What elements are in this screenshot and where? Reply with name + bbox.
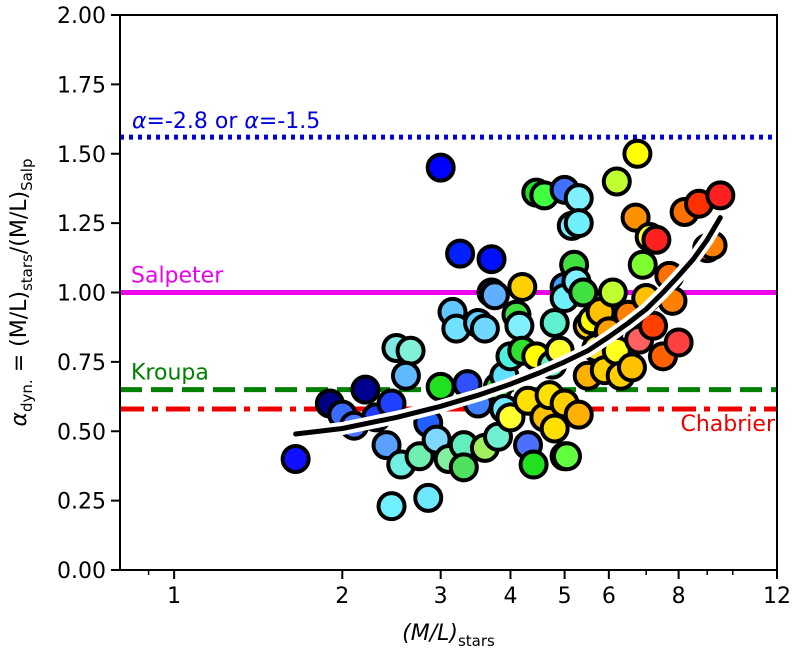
reference-labels: α=-2.8 or α=-1.5 Salpeter Kroupa Chabrier (131, 109, 776, 437)
data-point-33 (479, 280, 510, 311)
data-point-39 (495, 402, 526, 433)
data-point-41 (504, 310, 535, 341)
data-point-68 (568, 277, 599, 308)
data-point-31 (476, 244, 507, 275)
data-point-18 (425, 152, 456, 183)
x-tick-label: 8 (672, 584, 686, 609)
data-point-65 (563, 183, 594, 214)
reference-label--2-8-or-1-5: α=-2.8 or α=-1.5 (132, 109, 320, 134)
data-point-1 (280, 444, 311, 474)
data-point-66 (563, 208, 594, 239)
y-tick-label: 0.25 (57, 490, 106, 515)
data-point-7 (371, 430, 402, 461)
data-point-76 (597, 277, 628, 308)
data-point-61 (552, 441, 583, 472)
data-point-4 (350, 374, 381, 405)
data-point-53 (539, 308, 570, 339)
x-tick-label: 12 (763, 584, 791, 609)
data-point-83 (622, 138, 653, 169)
data-point-67 (563, 399, 594, 430)
y-tick-label: 0.00 (57, 559, 106, 584)
y-tick-label: 1.25 (57, 212, 106, 237)
data-point-29 (469, 313, 500, 344)
data-points (280, 138, 736, 522)
x-tick-label: 6 (602, 584, 616, 609)
y-tick-label: 1.50 (57, 143, 106, 168)
data-point-19 (425, 371, 456, 402)
data-point-78 (601, 166, 632, 197)
data-point-98 (705, 180, 736, 211)
data-point-9 (395, 335, 426, 366)
x-tick-label: 4 (503, 584, 517, 609)
fit-curve (293, 215, 723, 437)
data-point-88 (638, 310, 669, 341)
y-tick-label: 0.75 (57, 351, 106, 376)
y-tick-label: 0.50 (57, 420, 106, 445)
data-point-54 (539, 413, 570, 444)
data-point-93 (663, 327, 694, 358)
data-point-42 (507, 271, 538, 302)
data-point-23 (445, 238, 476, 269)
data-point-26 (448, 452, 479, 483)
data-point-10 (390, 360, 421, 391)
reference-label-kroupa: Kroupa (131, 361, 209, 386)
x-tick-label: 1 (167, 584, 181, 609)
y-tick-label: 1.75 (57, 73, 106, 98)
reference-label-salpeter: Salpeter (131, 264, 224, 289)
axis-ticks: 1 2 3 4 5 6 8 120.000.250.500.751.001.251.501.7… (57, 4, 791, 609)
x-axis-label: (M/L)stars (402, 621, 495, 650)
x-tick-label: 5 (558, 584, 572, 609)
data-point-46 (518, 449, 549, 480)
x-tick-label: 3 (434, 584, 448, 609)
y-tick-label: 1.00 (57, 282, 106, 307)
data-point-13 (376, 491, 407, 522)
data-point-85 (627, 249, 658, 280)
data-point-81 (616, 352, 647, 383)
reference-label-chabrier: Chabrier (681, 412, 776, 437)
data-point-14 (413, 482, 444, 513)
y-tick-label: 2.00 (57, 4, 106, 29)
fit-curve-group (289, 211, 727, 441)
x-tick-label: 2 (335, 584, 349, 609)
y-axis-label: αdyn. = (M/L)stars/(M/L)Salp (7, 159, 36, 427)
data-point-89 (641, 224, 672, 255)
